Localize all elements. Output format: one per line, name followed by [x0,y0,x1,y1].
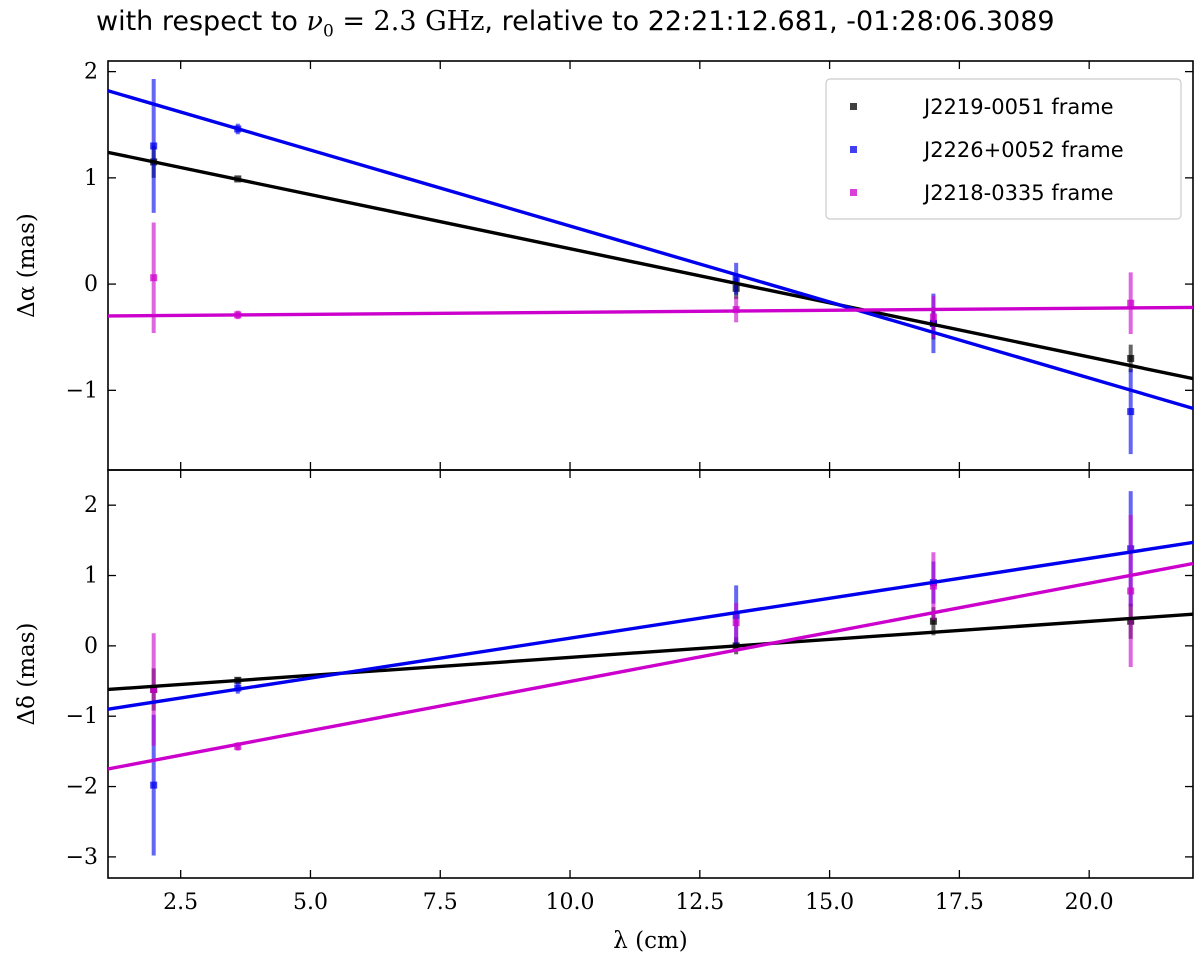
bottom-fit-line [108,612,1193,692]
top-ytick-label: 1 [84,166,98,191]
bottom-axes-frame [107,469,1194,879]
title-nu-symbol: ν [306,6,323,37]
top-ytick-label: 2 [84,60,98,85]
legend-marker [850,146,857,153]
top-fit-line [108,150,1193,381]
bottom-xtick-label: 10.0 [546,890,595,915]
top-data-point [1127,354,1135,362]
legend-label: J2219-0051 frame [922,95,1114,119]
bottom-data-point [234,742,242,750]
bottom-data-point [929,617,937,625]
bottom-ytick-label: 0 [84,634,98,659]
top-data-point [150,142,158,150]
chart-title: with respect to ν0 = 2.3 GHz, relative t… [96,0,1156,44]
title-suffix: , relative to 22:21:12.681, -01:28:06.30… [484,6,1055,37]
bottom-xtick-label: 15.0 [805,890,854,915]
legend-marker [850,103,857,110]
legend-label: J2226+0052 frame [922,138,1124,162]
bottom-ylabel: Δδ (mas) [14,622,40,725]
bottom-ytick-label: −1 [66,704,98,729]
bottom-xtick-label: 12.5 [675,890,724,915]
bottom-xtick-label: 17.5 [935,890,984,915]
bottom-ytick-label: −2 [66,775,98,800]
bottom-ytick-label: 1 [84,564,98,589]
top-fit-line [108,89,1193,411]
bottom-data-point [150,685,158,693]
title-nu-subscript: 0 [322,21,334,42]
title-prefix: with respect to [96,6,307,37]
bottom-data-point [929,582,937,590]
top-data-point [1127,299,1135,307]
bottom-data-point [1127,587,1135,595]
bottom-xtick-label: 20.0 [1065,890,1114,915]
bottom-ytick-label: 2 [84,493,98,518]
bottom-data-point [732,619,740,627]
title-frequency: = 2.3 GHz [333,6,485,37]
legend-marker [850,189,857,196]
top-ylabel: Δα (mas) [14,213,40,318]
legend-label: J2218-0335 frame [922,181,1114,205]
top-ytick-label: 0 [84,272,98,297]
bottom-fit-line [108,540,1193,711]
bottom-xtick-label: 5.0 [293,890,328,915]
bottom-ytick-label: −3 [66,845,98,870]
bottom-xtick-label: 2.5 [163,890,198,915]
top-data-point [150,274,158,282]
bottom-xlabel: λ (cm) [613,928,688,954]
top-ytick-label: −1 [66,378,98,403]
bottom-fit-line [108,561,1193,771]
top-data-point [1127,408,1135,416]
bottom-data-point [150,781,158,789]
bottom-xtick-label: 7.5 [423,890,458,915]
top-fit-line [108,305,1193,318]
legend-box [825,78,1182,220]
top-data-point [929,313,937,321]
top-data-point [732,275,740,283]
